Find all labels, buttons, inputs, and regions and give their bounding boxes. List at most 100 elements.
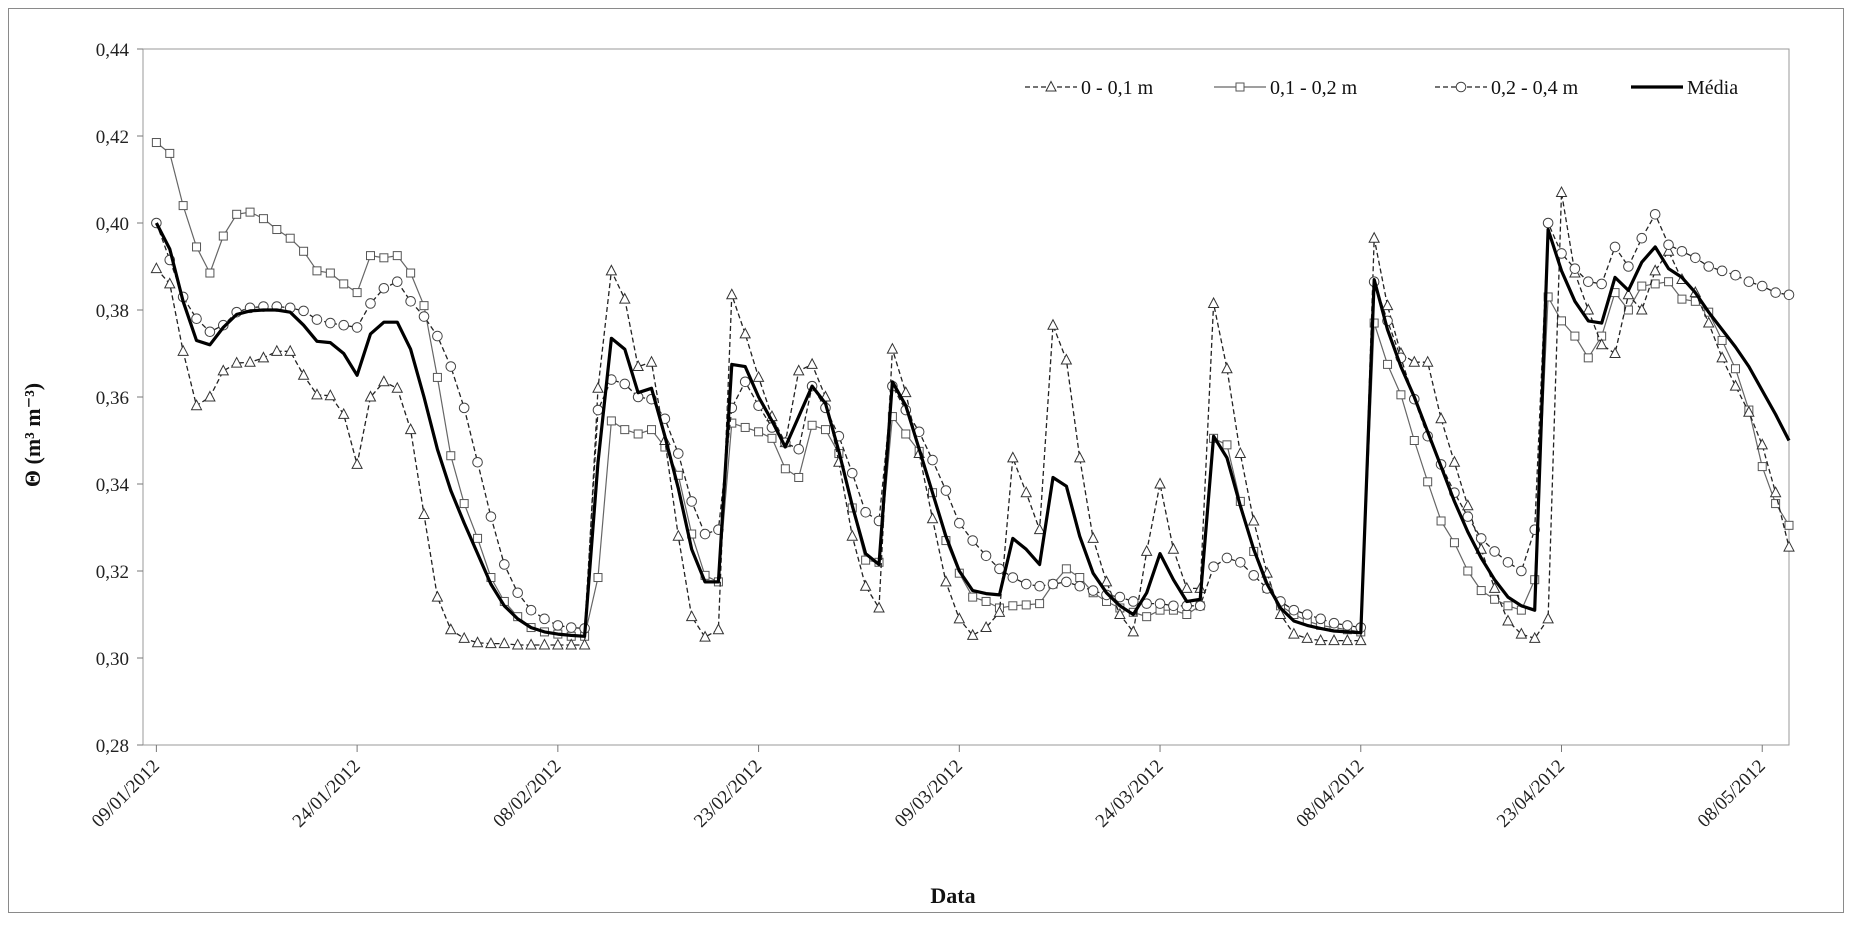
data-point-square bbox=[820, 425, 830, 435]
data-point-square bbox=[1423, 477, 1433, 487]
data-point-triangle bbox=[1649, 264, 1662, 276]
data-point-triangle bbox=[1408, 355, 1421, 367]
data-point-triangle bbox=[471, 636, 484, 648]
data-point-triangle bbox=[1007, 451, 1019, 463]
data-point-triangle bbox=[1354, 634, 1367, 646]
data-point-triangle bbox=[230, 356, 243, 368]
data-point-square bbox=[968, 592, 978, 602]
data-point-square bbox=[1570, 331, 1580, 341]
data-point-circle bbox=[445, 361, 457, 372]
y-tick-label: 0,32 bbox=[96, 562, 129, 583]
x-tick-label: 08/04/2012 bbox=[1292, 756, 1368, 832]
data-point-triangle bbox=[458, 631, 470, 643]
data-point-circle bbox=[1609, 241, 1621, 253]
data-point-circle bbox=[592, 404, 604, 416]
data-point-circle bbox=[418, 311, 430, 322]
x-tick-label: 08/05/2012 bbox=[1694, 756, 1770, 832]
data-point-circle bbox=[472, 456, 483, 468]
data-point-square bbox=[1449, 538, 1459, 548]
data-point-triangle bbox=[1635, 303, 1648, 315]
data-point-circle bbox=[1502, 557, 1514, 568]
data-point-circle bbox=[927, 454, 938, 466]
data-point-triangle bbox=[1167, 542, 1180, 554]
data-point-triangle bbox=[498, 637, 511, 649]
data-point-circle bbox=[1516, 565, 1527, 577]
data-point-triangle bbox=[565, 638, 578, 650]
x-tick-label: 23/02/2012 bbox=[690, 756, 766, 832]
data-point-circle bbox=[1743, 276, 1755, 288]
data-point-triangle bbox=[1381, 299, 1394, 311]
legend-marker-square bbox=[1235, 82, 1245, 92]
y-tick-label: 0,38 bbox=[96, 301, 129, 322]
data-point-triangle bbox=[806, 357, 818, 369]
data-point-circle bbox=[311, 314, 323, 325]
y-tick-label: 0,36 bbox=[96, 388, 129, 409]
legend-item: 0,2 - 0,4 m bbox=[1435, 77, 1579, 99]
data-point-triangle bbox=[1127, 625, 1140, 637]
y-axis-title: Θ (m³ m⁻³) bbox=[20, 383, 45, 487]
data-point-triangle bbox=[1047, 318, 1059, 330]
data-point-triangle bbox=[444, 623, 457, 635]
x-tick-label: 09/01/2012 bbox=[88, 756, 164, 832]
data-point-square bbox=[339, 279, 349, 289]
data-point-triangle bbox=[311, 388, 323, 400]
data-point-square bbox=[1436, 516, 1446, 526]
data-point-triangle bbox=[351, 457, 363, 469]
data-point-circle bbox=[338, 319, 350, 331]
data-point-square bbox=[178, 201, 188, 211]
data-point-square bbox=[1730, 364, 1740, 374]
data-point-triangle bbox=[739, 327, 752, 339]
data-point-circle bbox=[1703, 261, 1715, 272]
data-point-square bbox=[232, 209, 242, 219]
data-point-square bbox=[1503, 601, 1513, 611]
data-point-square bbox=[1664, 277, 1674, 287]
data-point-triangle bbox=[431, 590, 444, 602]
data-point-circle bbox=[432, 330, 443, 342]
data-point-triangle bbox=[1314, 634, 1327, 646]
data-point-square bbox=[740, 422, 750, 432]
data-point-square bbox=[1557, 316, 1567, 326]
x-tick-label: 08/02/2012 bbox=[489, 756, 565, 832]
data-point-square bbox=[299, 246, 309, 256]
data-point-circle bbox=[1756, 280, 1768, 292]
data-point-triangle bbox=[1542, 612, 1554, 624]
data-point-circle bbox=[1168, 600, 1179, 612]
y-tick-label: 0,28 bbox=[96, 736, 129, 757]
data-point-circle bbox=[204, 326, 216, 338]
data-point-circle bbox=[954, 517, 965, 529]
data-point-square bbox=[1409, 436, 1419, 445]
data-point-square bbox=[606, 416, 616, 426]
data-point-triangle bbox=[1234, 446, 1247, 459]
data-point-circle bbox=[672, 448, 684, 459]
data-point-triangle bbox=[1247, 514, 1260, 526]
data-point-triangle bbox=[1033, 523, 1046, 535]
data-point-circle bbox=[1301, 609, 1313, 620]
data-point-triangle bbox=[1582, 303, 1595, 315]
data-point-circle bbox=[1154, 598, 1166, 609]
data-point-circle bbox=[1730, 269, 1741, 281]
data-point-triangle bbox=[552, 638, 564, 650]
data-point-circle bbox=[846, 467, 858, 479]
data-point-square bbox=[1383, 359, 1393, 369]
data-point-circle bbox=[391, 276, 403, 288]
data-point-circle bbox=[1770, 287, 1781, 298]
data-point-square bbox=[1008, 601, 1018, 611]
data-point-square bbox=[459, 499, 469, 509]
data-point-triangle bbox=[966, 628, 979, 640]
data-point-triangle bbox=[1100, 575, 1113, 587]
data-point-square bbox=[1677, 294, 1687, 304]
data-point-circle bbox=[793, 443, 805, 455]
data-point-square bbox=[901, 429, 911, 439]
series-m-dia bbox=[154, 222, 1791, 638]
data-point-circle bbox=[1783, 289, 1795, 301]
data-point-triangle bbox=[337, 407, 350, 419]
data-point-circle bbox=[1248, 570, 1260, 581]
data-point-circle bbox=[699, 528, 711, 540]
data-point-circle bbox=[325, 317, 336, 329]
data-point-triangle bbox=[270, 344, 283, 356]
data-point-circle bbox=[686, 496, 697, 507]
data-point-triangle bbox=[1288, 627, 1300, 639]
data-point-circle bbox=[1020, 578, 1032, 590]
data-point-triangle bbox=[752, 370, 765, 382]
